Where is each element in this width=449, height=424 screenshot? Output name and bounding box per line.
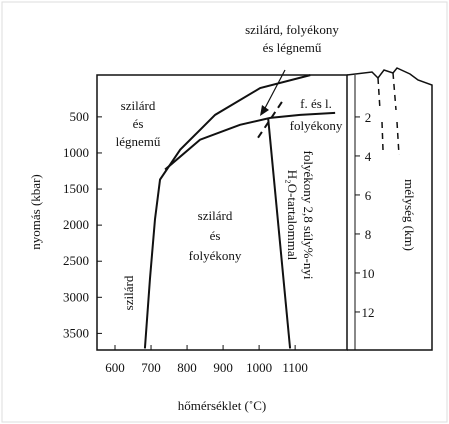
annotation: H₂O-tartalommal: [285, 170, 300, 261]
x-tick-label: 700: [141, 360, 161, 375]
y2-tick-label: 4: [365, 149, 372, 164]
y-tick-label: 3500: [63, 325, 89, 340]
volcano-outline: [347, 68, 432, 350]
x-tick-label: 800: [177, 360, 197, 375]
y-tick-label: 1500: [63, 181, 89, 196]
y2-tick-label: 12: [362, 305, 375, 320]
y-axis-label: nyomás (kbar): [28, 174, 43, 249]
annotation: és légnemű: [263, 40, 322, 55]
y2-axis-label: mélység (km): [402, 179, 417, 251]
annotation: f. és l.: [300, 96, 332, 111]
annotation: és: [133, 116, 144, 131]
annotation: szilárd: [121, 98, 156, 113]
y2-tick-label: 2: [365, 110, 372, 125]
conduit: [393, 73, 399, 155]
x-tick-label: 1000: [246, 360, 272, 375]
annotation: szilárd, folyékony: [245, 22, 339, 37]
x-axis-label: hőmérséklet (˚C): [178, 398, 266, 413]
y-tick-label: 2000: [63, 217, 89, 232]
annotation: szilárd: [121, 275, 136, 310]
annotation: légnemű: [116, 134, 161, 149]
y2-tick-label: 8: [365, 227, 372, 242]
conduit: [378, 78, 383, 150]
x-tick-label: 900: [213, 360, 233, 375]
y2-tick-label: 10: [362, 266, 375, 281]
x-tick-label: 600: [105, 360, 125, 375]
annotation: folyékony 2,8 súly%-nyi: [301, 151, 316, 280]
y-tick-label: 3000: [63, 289, 89, 304]
arrow-head: [260, 105, 269, 116]
x-tick-label: 1100: [282, 360, 308, 375]
y-tick-label: 500: [70, 109, 90, 124]
annotation: folyékony: [290, 118, 343, 133]
chart: hőmérséklet (˚C) nyomás (kbar) mélység (…: [0, 0, 449, 424]
annotation: szilárd: [198, 208, 233, 223]
y-tick-label: 2500: [63, 253, 89, 268]
annotation: és: [210, 228, 221, 243]
y2-tick-label: 6: [365, 188, 372, 203]
annotation: folyékony: [189, 248, 242, 263]
arrow: [264, 70, 285, 110]
y-tick-label: 1000: [63, 145, 89, 160]
